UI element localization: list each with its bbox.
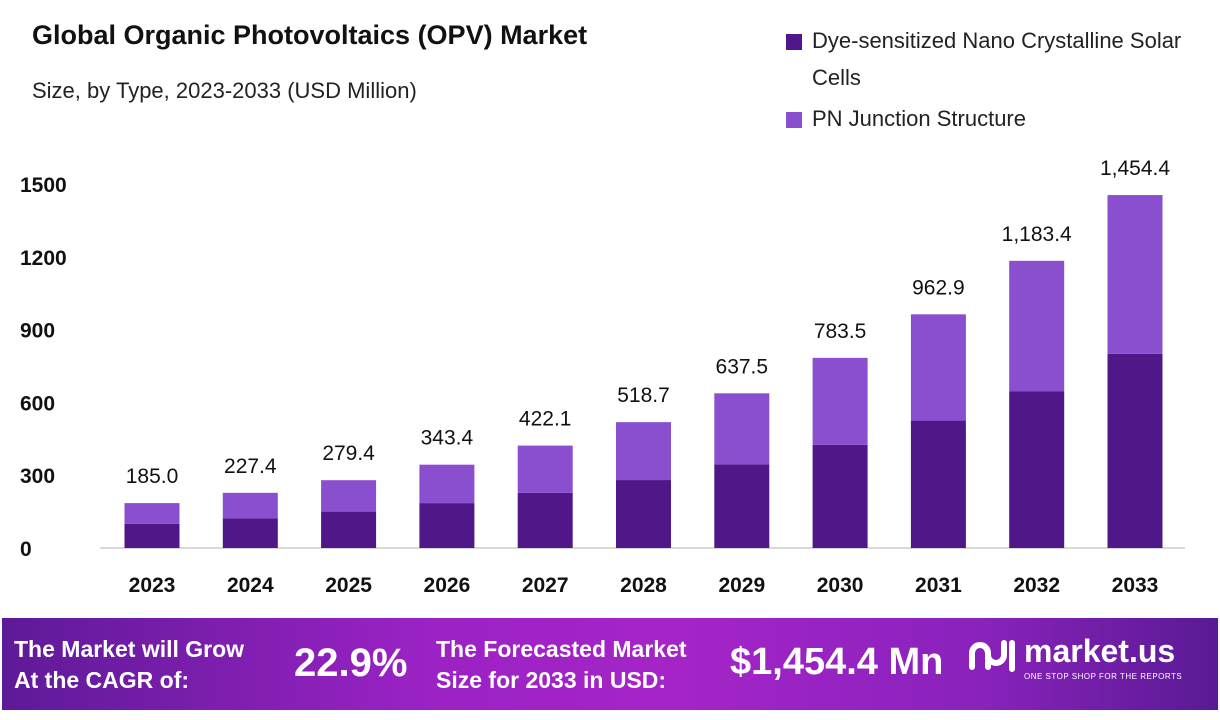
forecast-label-line2: Size for 2033 in USD: — [436, 667, 667, 693]
cagr-label-line1: The Market will Grow — [14, 636, 245, 662]
brand-name: market.us — [1024, 633, 1176, 669]
bar-segment-dye-sensitized — [910, 420, 966, 548]
total-data-label: 637.5 — [716, 355, 769, 378]
legend-swatch — [786, 112, 802, 128]
bar-segment-dye-sensitized — [714, 464, 770, 548]
brand-logo: market.us ONE STOP SHOP FOR THE REPORTS — [966, 632, 1182, 682]
x-tick-label: 2028 — [620, 574, 667, 597]
y-tick-label: 600 — [20, 392, 55, 415]
bar-segment-pn-junction — [517, 445, 573, 493]
bar-segment-dye-sensitized — [124, 523, 180, 548]
total-data-label: 343.4 — [421, 427, 474, 450]
y-tick-label: 0 — [20, 538, 32, 561]
forecast-value: $1,454.4 Mn — [730, 641, 944, 683]
bar-segment-pn-junction — [321, 480, 377, 512]
bar-segment-pn-junction — [419, 464, 475, 504]
bar-segment-pn-junction — [616, 422, 671, 481]
legend-swatch — [786, 34, 802, 50]
total-data-label: 783.5 — [814, 320, 867, 343]
legend-item-dye-sensitized: Dye-sensitized Nano Crystalline Solar Ce… — [786, 28, 1212, 96]
legend-label: Dye-sensitized Nano Crystalline Solar Ce… — [812, 28, 1182, 90]
forecast-label-line1: The Forecasted Market — [436, 636, 687, 662]
bar-segment-dye-sensitized — [1107, 353, 1163, 548]
x-tick-label: 2024 — [227, 574, 274, 597]
bar-segment-dye-sensitized — [1009, 391, 1065, 548]
y-tick-label: 1500 — [20, 174, 67, 197]
forecast-label: The Forecasted Market Size for 2033 in U… — [436, 634, 687, 696]
cagr-label: The Market will Grow At the CAGR of: — [14, 634, 244, 696]
legend-item-pn-junction: PN Junction Structure — [786, 106, 1212, 137]
y-tick-label: 1200 — [20, 247, 67, 270]
x-tick-label: 2029 — [718, 574, 765, 597]
cagr-value: 22.9% — [294, 641, 408, 685]
x-tick-label: 2023 — [129, 574, 176, 597]
x-tick-label: 2030 — [817, 574, 864, 597]
chart-subtitle: Size, by Type, 2023-2033 (USD Million) — [32, 78, 417, 103]
total-data-label: 185.0 — [126, 465, 179, 488]
brand-tagline: ONE STOP SHOP FOR THE REPORTS — [1024, 672, 1183, 681]
bar-segment-pn-junction — [1107, 195, 1163, 354]
y-tick-label: 300 — [20, 465, 55, 488]
total-data-label: 279.4 — [322, 442, 375, 465]
x-tick-label: 2027 — [522, 574, 569, 597]
x-tick-label: 2026 — [424, 574, 471, 597]
bar-segment-dye-sensitized — [419, 503, 475, 548]
total-data-label: 518.7 — [617, 384, 670, 407]
total-data-label: 227.4 — [224, 455, 277, 478]
chart-title: Global Organic Photovoltaics (OPV) Marke… — [32, 20, 588, 50]
bar-segment-pn-junction — [124, 503, 180, 524]
total-data-label: 1,183.4 — [1002, 223, 1072, 246]
bar-segment-pn-junction — [910, 314, 966, 421]
total-data-label: 1,454.4 — [1100, 157, 1170, 180]
x-tick-label: 2033 — [1112, 574, 1159, 597]
bar-segment-dye-sensitized — [222, 518, 278, 548]
legend-label: PN Junction Structure — [812, 106, 1026, 131]
bar-segment-pn-junction — [222, 492, 278, 519]
total-data-label: 962.9 — [912, 276, 965, 299]
market-us-logo-icon — [969, 640, 1015, 672]
bar-segment-pn-junction — [714, 393, 770, 465]
x-tick-label: 2032 — [1013, 574, 1060, 597]
bar-segment-dye-sensitized — [616, 480, 671, 548]
x-tick-label: 2025 — [325, 574, 372, 597]
footer-banner: The Market will Grow At the CAGR of: 22.… — [2, 618, 1218, 710]
legend: Dye-sensitized Nano Crystalline Solar Ce… — [786, 28, 1212, 147]
bar-segment-pn-junction — [812, 357, 868, 445]
bar-segment-pn-junction — [1009, 260, 1065, 392]
plot-area: 0 300 600 900 1200 1500 185.0 2023 227.4 2024 279.… — [20, 157, 1185, 597]
bar-segment-dye-sensitized — [321, 511, 377, 548]
y-tick-label: 900 — [20, 320, 55, 343]
bar-segment-dye-sensitized — [812, 444, 868, 548]
total-data-label: 422.1 — [519, 408, 572, 431]
bar-segment-dye-sensitized — [517, 492, 573, 548]
cagr-label-line2: At the CAGR of: — [14, 667, 190, 693]
x-tick-label: 2031 — [915, 574, 962, 597]
